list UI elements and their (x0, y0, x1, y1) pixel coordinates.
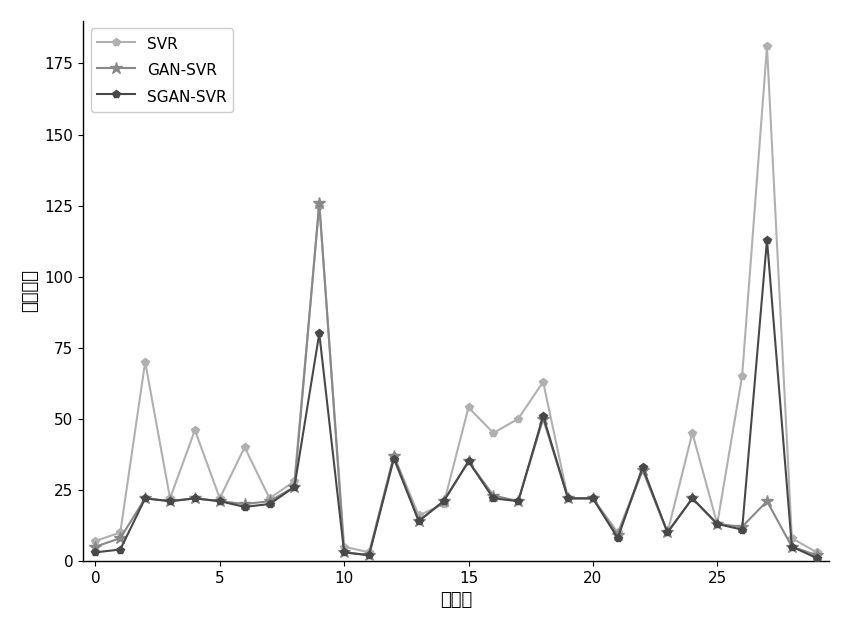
GAN-SVR (812, 551, 822, 559)
SGAN-SVR (513, 498, 524, 505)
SVR (116, 529, 126, 536)
SVR (190, 427, 200, 434)
GAN-SVR (190, 495, 200, 502)
GAN-SVR (638, 466, 648, 474)
SVR (90, 537, 100, 545)
GAN-SVR (116, 534, 126, 542)
SGAN-SVR (289, 483, 299, 491)
SVR (215, 495, 225, 502)
SGAN-SVR (762, 236, 772, 243)
SVR (613, 529, 623, 536)
Y-axis label: 绝对误差: 绝对误差 (21, 270, 39, 312)
SGAN-SVR (812, 554, 822, 562)
SGAN-SVR (215, 498, 225, 505)
GAN-SVR (439, 498, 449, 505)
GAN-SVR (588, 495, 598, 502)
Line: GAN-SVR: GAN-SVR (89, 197, 823, 561)
GAN-SVR (513, 498, 524, 505)
SGAN-SVR (388, 455, 399, 462)
SGAN-SVR (140, 495, 150, 502)
SVR (289, 478, 299, 485)
X-axis label: 样本数: 样本数 (440, 591, 473, 609)
GAN-SVR (240, 500, 250, 508)
SGAN-SVR (712, 520, 722, 528)
SVR (165, 495, 175, 502)
SVR (314, 202, 325, 209)
SGAN-SVR (688, 495, 698, 502)
SGAN-SVR (116, 546, 126, 553)
SGAN-SVR (414, 517, 424, 525)
GAN-SVR (662, 529, 672, 536)
GAN-SVR (388, 452, 399, 459)
SVR (538, 378, 548, 386)
SGAN-SVR (90, 549, 100, 556)
GAN-SVR (314, 199, 325, 207)
SGAN-SVR (488, 495, 498, 502)
SVR (140, 358, 150, 365)
SVR (264, 495, 275, 502)
SVR (662, 529, 672, 536)
GAN-SVR (712, 520, 722, 528)
SGAN-SVR (264, 500, 275, 508)
GAN-SVR (289, 483, 299, 491)
SVR (787, 534, 797, 542)
Line: SGAN-SVR: SGAN-SVR (91, 236, 821, 562)
GAN-SVR (339, 549, 349, 556)
SGAN-SVR (538, 412, 548, 420)
SVR (439, 500, 449, 508)
GAN-SVR (414, 517, 424, 525)
SVR (563, 495, 573, 502)
GAN-SVR (613, 532, 623, 539)
SGAN-SVR (165, 498, 175, 505)
Line: SVR: SVR (91, 42, 821, 556)
SGAN-SVR (314, 329, 325, 337)
SGAN-SVR (463, 457, 473, 465)
SGAN-SVR (737, 526, 747, 534)
GAN-SVR (264, 498, 275, 505)
SGAN-SVR (588, 495, 598, 502)
GAN-SVR (737, 523, 747, 530)
SVR (240, 444, 250, 451)
GAN-SVR (364, 551, 374, 559)
SVR (737, 372, 747, 380)
GAN-SVR (538, 415, 548, 423)
SVR (688, 429, 698, 437)
SVR (588, 495, 598, 502)
SVR (513, 415, 524, 423)
GAN-SVR (463, 457, 473, 465)
SGAN-SVR (439, 498, 449, 505)
GAN-SVR (787, 543, 797, 551)
SGAN-SVR (339, 549, 349, 556)
SGAN-SVR (190, 495, 200, 502)
GAN-SVR (215, 498, 225, 505)
GAN-SVR (488, 492, 498, 500)
SVR (638, 466, 648, 474)
Legend: SVR, GAN-SVR, SGAN-SVR: SVR, GAN-SVR, SGAN-SVR (91, 28, 233, 112)
SVR (364, 549, 374, 556)
SGAN-SVR (787, 543, 797, 551)
SGAN-SVR (613, 534, 623, 542)
SGAN-SVR (240, 503, 250, 511)
SGAN-SVR (364, 551, 374, 559)
GAN-SVR (563, 495, 573, 502)
GAN-SVR (140, 495, 150, 502)
SGAN-SVR (638, 463, 648, 471)
SVR (463, 404, 473, 411)
SVR (388, 452, 399, 459)
SVR (488, 429, 498, 437)
SVR (712, 520, 722, 528)
SVR (812, 549, 822, 556)
SVR (414, 512, 424, 519)
SVR (762, 43, 772, 50)
SGAN-SVR (563, 495, 573, 502)
GAN-SVR (688, 495, 698, 502)
SGAN-SVR (662, 529, 672, 536)
GAN-SVR (165, 498, 175, 505)
GAN-SVR (90, 543, 100, 551)
SVR (339, 543, 349, 551)
GAN-SVR (762, 498, 772, 505)
